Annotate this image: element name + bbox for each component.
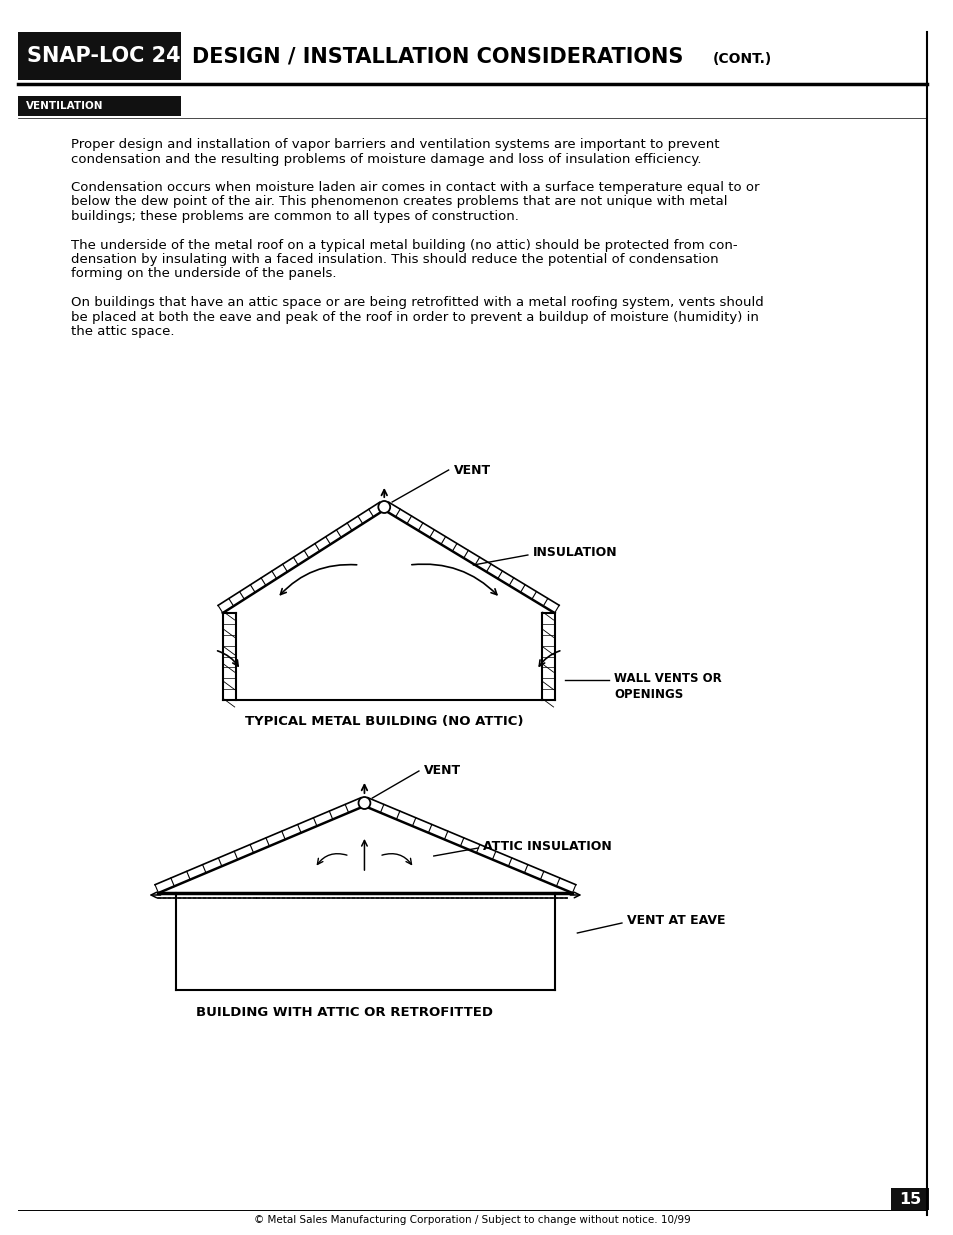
Bar [18, 96, 181, 116]
Text: BUILDING WITH ATTIC OR RETROFITTED: BUILDING WITH ATTIC OR RETROFITTED [196, 1005, 493, 1019]
Bar [18, 32, 181, 80]
Text: buildings; these problems are common to all types of construction.: buildings; these problems are common to … [71, 210, 518, 224]
Text: SNAP-LOC 24: SNAP-LOC 24 [27, 46, 180, 65]
Text: Condensation occurs when moisture laden air comes in contact with a surface temp: Condensation occurs when moisture laden … [71, 182, 759, 194]
Text: be placed at both the eave and peak of the roof in order to prevent a buildup of: be placed at both the eave and peak of t… [71, 310, 759, 324]
Text: 15: 15 [898, 1192, 921, 1207]
Text: forming on the underside of the panels.: forming on the underside of the panels. [71, 268, 336, 280]
Text: VENT AT EAVE: VENT AT EAVE [626, 914, 724, 927]
Text: WALL VENTS OR
OPENINGS: WALL VENTS OR OPENINGS [614, 673, 721, 701]
Text: Proper design and installation of vapor barriers and ventilation systems are imp: Proper design and installation of vapor … [71, 138, 720, 151]
Text: © Metal Sales Manufacturing Corporation / Subject to change without notice. 10/9: © Metal Sales Manufacturing Corporation … [253, 1215, 690, 1225]
Text: On buildings that have an attic space or are being retrofitted with a metal roof: On buildings that have an attic space or… [71, 296, 763, 309]
Text: VENT: VENT [453, 463, 490, 477]
Text: DESIGN / INSTALLATION CONSIDERATIONS: DESIGN / INSTALLATION CONSIDERATIONS [192, 46, 682, 65]
Text: INSULATION: INSULATION [533, 547, 617, 559]
Text: the attic space.: the attic space. [71, 325, 174, 338]
Circle shape [358, 797, 370, 809]
Text: VENT: VENT [423, 764, 460, 778]
Circle shape [378, 501, 390, 513]
Text: condensation and the resulting problems of moisture damage and loss of insulatio: condensation and the resulting problems … [71, 152, 701, 165]
Text: (CONT.): (CONT.) [712, 52, 772, 65]
Text: below the dew point of the air. This phenomenon creates problems that are not un: below the dew point of the air. This phe… [71, 195, 727, 209]
Text: VENTILATION: VENTILATION [26, 101, 103, 111]
Text: TYPICAL METAL BUILDING (NO ATTIC): TYPICAL METAL BUILDING (NO ATTIC) [245, 715, 523, 729]
Text: The underside of the metal roof on a typical metal building (no attic) should be: The underside of the metal roof on a typ… [71, 238, 738, 252]
Text: densation by insulating with a faced insulation. This should reduce the potentia: densation by insulating with a faced ins… [71, 253, 719, 266]
Text: ATTIC INSULATION: ATTIC INSULATION [483, 840, 612, 852]
Bar [890, 1188, 928, 1210]
